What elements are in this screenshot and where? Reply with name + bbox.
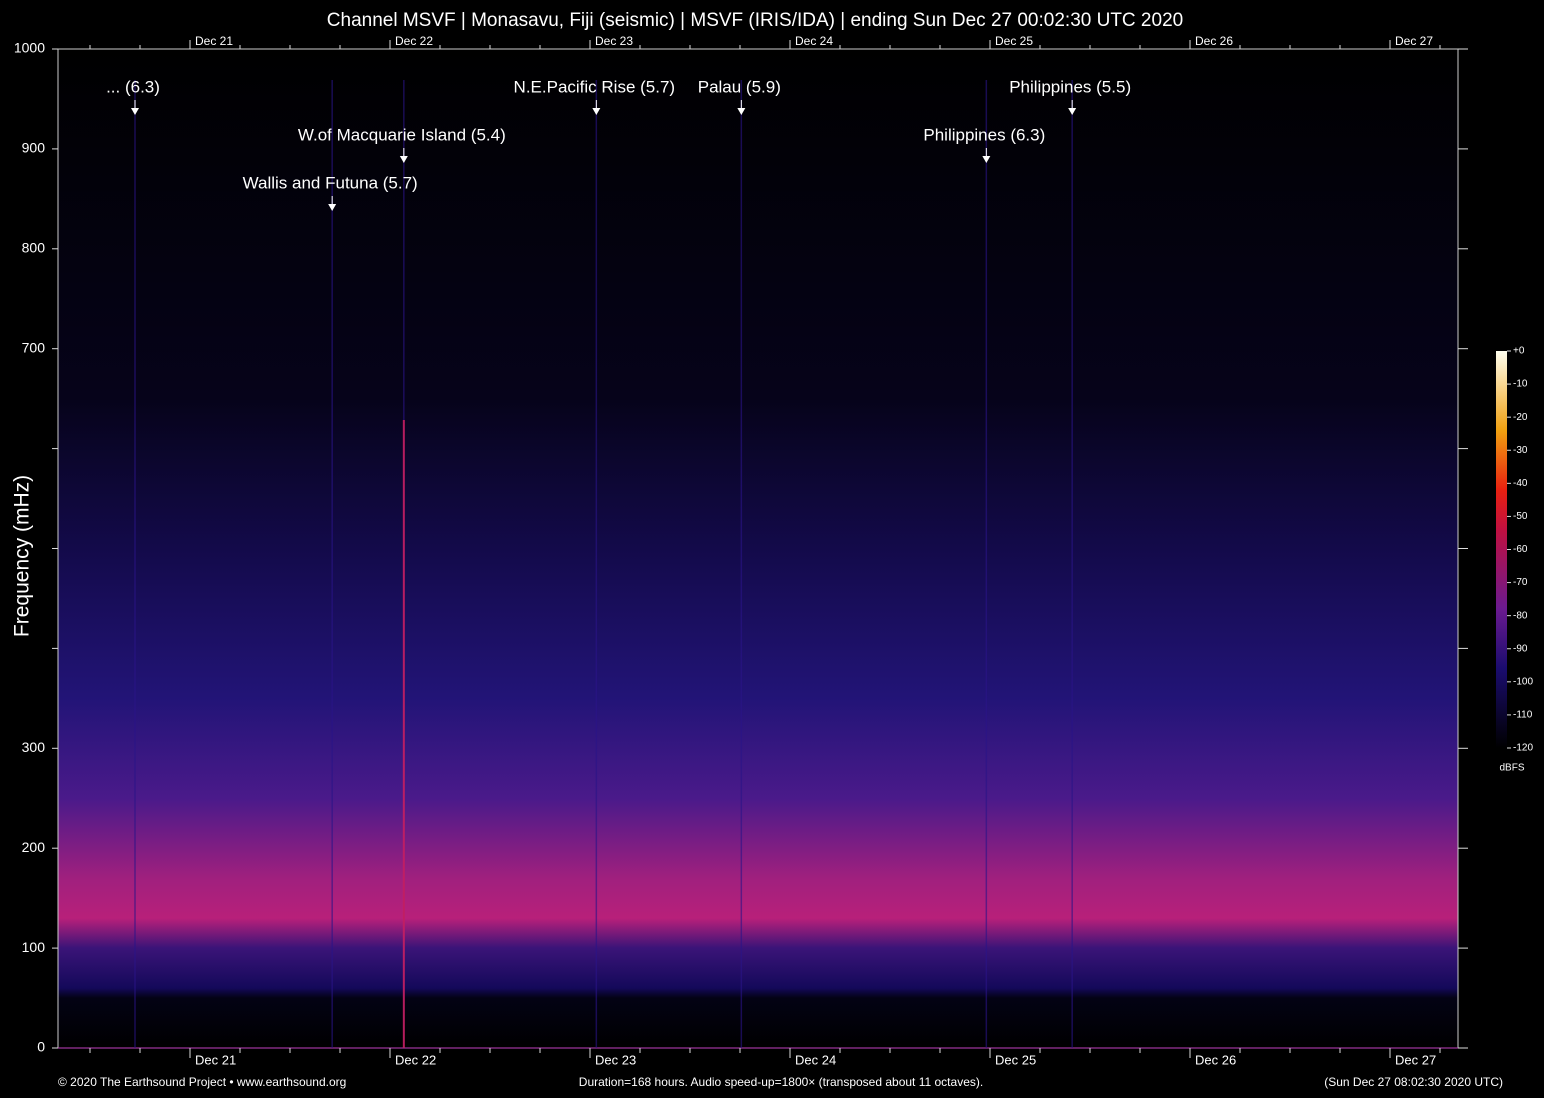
x-tick-label-bottom: Dec 23 — [595, 1052, 636, 1067]
event-arrowhead — [592, 108, 601, 115]
colorbar-tick-label: +0 — [1513, 346, 1525, 357]
y-tick-label: 700 — [22, 339, 46, 355]
x-tick-label-top: Dec 23 — [595, 34, 633, 48]
y-tick-label: 100 — [22, 939, 46, 955]
y-tick-label: 1000 — [14, 40, 45, 56]
footer-center: Duration=168 hours. Audio speed-up=1800×… — [579, 1075, 983, 1089]
colorbar-tick-label: -30 — [1513, 445, 1528, 456]
colorbar-tick-label: -100 — [1513, 676, 1533, 687]
colorbar — [1496, 351, 1507, 748]
colorbar-tick-label: -10 — [1513, 379, 1528, 390]
event-arrowhead — [131, 108, 139, 115]
event-label: W.of Macquarie Island (5.4) — [298, 125, 506, 144]
y-tick-label: 300 — [22, 739, 46, 755]
colorbar-tick-label: -20 — [1513, 412, 1528, 423]
event-arrowhead — [1068, 108, 1077, 115]
x-tick-label-top: Dec 22 — [395, 34, 433, 48]
colorbar-tick-label: -60 — [1513, 544, 1528, 555]
y-tick-label: 800 — [22, 240, 46, 256]
event-arrowhead — [328, 204, 337, 211]
event-label: Palau (5.9) — [698, 77, 781, 96]
event-label: Philippines (5.5) — [1009, 77, 1131, 96]
colorbar-tick-label: -110 — [1513, 710, 1533, 721]
x-tick-label-top: Dec 26 — [1195, 34, 1233, 48]
x-tick-label-bottom: Dec 26 — [1195, 1052, 1236, 1067]
x-tick-label-bottom: Dec 27 — [1395, 1052, 1436, 1067]
colorbar-tick-label: -70 — [1513, 577, 1528, 588]
y-tick-label: 200 — [22, 839, 46, 855]
x-tick-label-bottom: Dec 24 — [795, 1052, 836, 1067]
footer-right: (Sun Dec 27 08:02:30 2020 UTC) — [1324, 1075, 1503, 1089]
x-tick-label-bottom: Dec 22 — [395, 1052, 436, 1067]
event-label: N.E.Pacific Rise (5.7) — [514, 77, 676, 96]
event-arrowhead — [399, 156, 408, 163]
y-tick-label: 0 — [37, 1039, 45, 1055]
event-label: ... (6.3) — [106, 77, 160, 96]
x-tick-label-bottom: Dec 25 — [995, 1052, 1036, 1067]
event-arrowhead — [737, 108, 746, 115]
event-arrowhead — [982, 156, 991, 163]
event-label: Philippines (6.3) — [923, 125, 1045, 144]
footer-left: © 2020 The Earthsound Project • www.eart… — [58, 1075, 346, 1089]
colorbar-tick-label: -50 — [1513, 511, 1528, 522]
colorbar-tick-label: -40 — [1513, 478, 1528, 489]
colorbar-label: dBFS — [1499, 763, 1524, 774]
x-tick-label-top: Dec 21 — [195, 34, 233, 48]
y-tick-label: 900 — [22, 140, 46, 156]
x-tick-label-bottom: Dec 21 — [195, 1052, 236, 1067]
spectrogram — [58, 49, 1458, 1048]
colorbar-tick-label: -120 — [1513, 743, 1533, 754]
event-label: Wallis and Futuna (5.7) — [243, 173, 418, 192]
chart-title: Channel MSVF | Monasavu, Fiji (seismic) … — [327, 10, 1183, 31]
colorbar-tick-label: -90 — [1513, 643, 1528, 654]
y-axis-label: Frequency (mHz) — [11, 475, 34, 637]
x-tick-label-top: Dec 24 — [795, 34, 833, 48]
x-tick-label-top: Dec 27 — [1395, 34, 1433, 48]
colorbar-tick-label: -80 — [1513, 610, 1528, 621]
x-tick-label-top: Dec 25 — [995, 34, 1033, 48]
